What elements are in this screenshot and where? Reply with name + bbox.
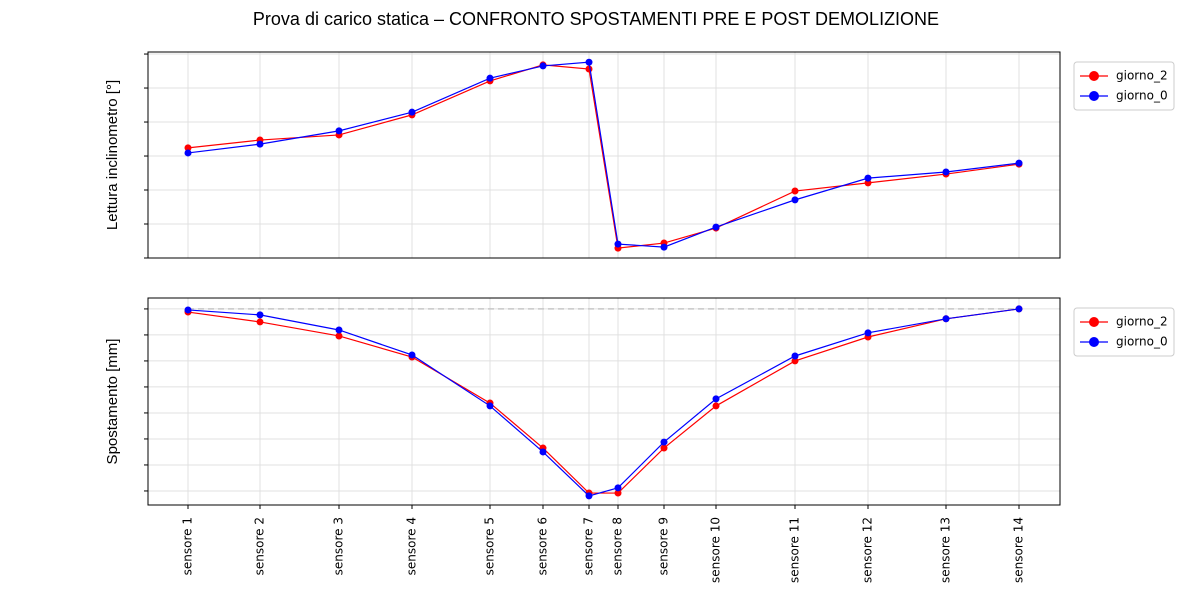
x-tick-label: sensore 7 <box>582 517 596 575</box>
y-axis-label: Lettura inclinometro [°] <box>104 80 121 230</box>
x-tick-label: sensore 9 <box>657 517 671 575</box>
data-point <box>791 187 799 195</box>
legend-label: giorno_0 <box>1116 89 1168 103</box>
data-point <box>614 240 622 248</box>
data-point <box>791 196 799 204</box>
data-point <box>660 444 668 452</box>
series-line <box>187 64 1020 249</box>
data-point <box>539 448 547 456</box>
data-point <box>408 351 416 359</box>
data-point <box>614 484 622 492</box>
data-point <box>585 492 593 500</box>
data-point <box>335 326 343 334</box>
legend-box <box>1073 307 1175 357</box>
x-tick-label: sensore 10 <box>709 517 723 583</box>
data-point <box>585 65 593 73</box>
data-point <box>184 306 192 314</box>
data-point <box>942 168 950 176</box>
legend-label: giorno_2 <box>1116 69 1168 83</box>
data-point <box>256 311 264 319</box>
x-tick-label: sensore 4 <box>405 517 419 575</box>
data-point <box>712 402 720 410</box>
y-axis-label: Spostamento [mm] <box>104 339 121 465</box>
x-tick-label: sensore 5 <box>483 517 497 575</box>
data-point <box>256 318 264 326</box>
legend-marker <box>1089 317 1099 327</box>
data-point <box>660 438 668 446</box>
series-line <box>187 308 1020 497</box>
figure-title: Prova di carico statica – CONFRONTO SPOS… <box>253 9 939 29</box>
x-tick-label: sensore 12 <box>861 517 875 583</box>
data-point <box>1015 305 1023 313</box>
data-point <box>486 74 494 82</box>
x-tick-label: sensore 14 <box>1012 517 1026 583</box>
legend-label: giorno_2 <box>1116 315 1168 329</box>
data-point <box>486 402 494 410</box>
data-point <box>585 58 593 66</box>
x-tick-label: sensore 13 <box>939 517 953 583</box>
data-point <box>660 243 668 251</box>
legend-marker <box>1089 91 1099 101</box>
data-point <box>184 144 192 152</box>
x-tick-label: sensore 8 <box>611 517 625 575</box>
data-point <box>1015 159 1023 167</box>
data-point <box>184 149 192 157</box>
legend-box <box>1073 61 1175 111</box>
series-line <box>187 61 1020 248</box>
data-point <box>539 62 547 70</box>
legend-label: giorno_0 <box>1116 335 1168 349</box>
series-line <box>187 308 1020 494</box>
data-point <box>864 174 872 182</box>
data-point <box>791 352 799 360</box>
plot-frame <box>147 297 1061 506</box>
legend-marker <box>1089 337 1099 347</box>
legend-marker <box>1089 71 1099 81</box>
data-point <box>712 395 720 403</box>
data-point <box>408 108 416 116</box>
data-point <box>335 332 343 340</box>
x-tick-label: sensore 1 <box>181 517 195 575</box>
plot-frame <box>147 51 1061 259</box>
data-point <box>335 127 343 135</box>
data-point <box>791 357 799 365</box>
x-tick-label: sensore 2 <box>253 517 267 575</box>
data-point <box>614 489 622 497</box>
data-point <box>942 315 950 323</box>
data-point <box>712 223 720 231</box>
data-point <box>864 329 872 337</box>
data-point <box>256 140 264 148</box>
x-tick-label: sensore 6 <box>536 517 550 575</box>
x-tick-label: sensore 3 <box>332 517 346 575</box>
x-tick-label: sensore 11 <box>788 517 802 583</box>
